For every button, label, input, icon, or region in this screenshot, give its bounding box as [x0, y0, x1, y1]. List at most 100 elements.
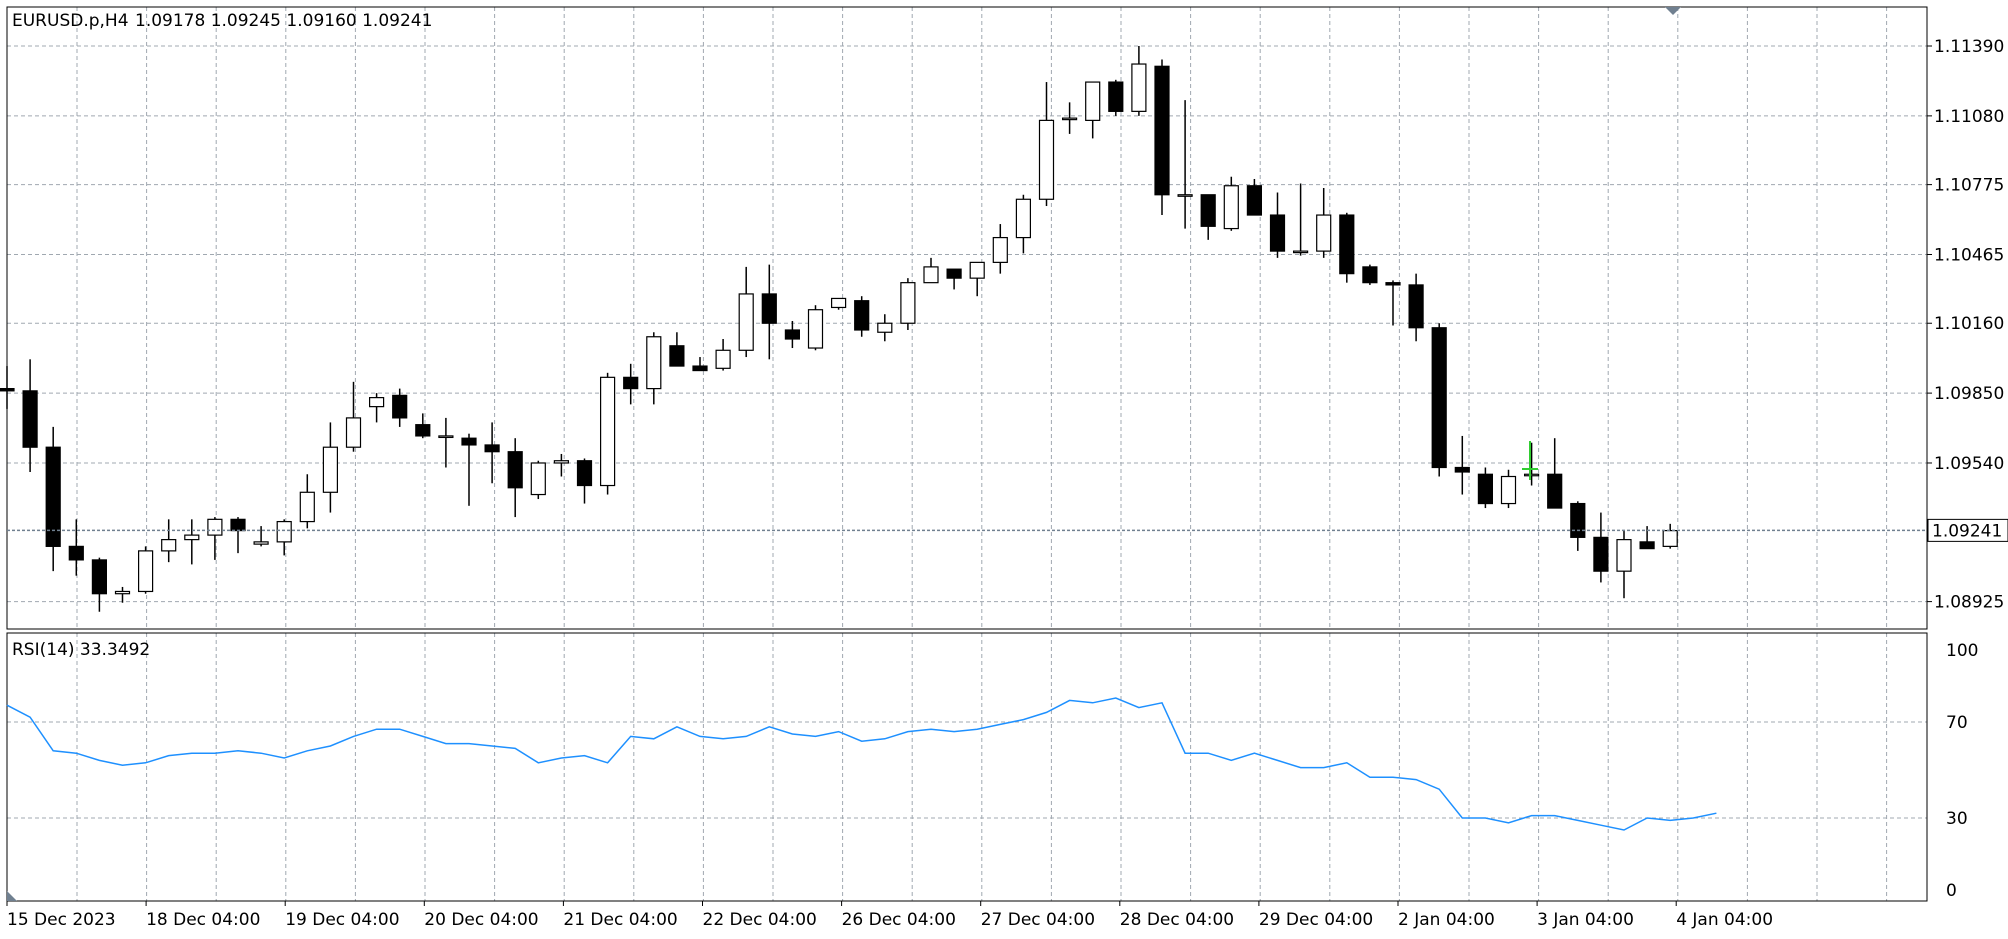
candle	[1223, 176, 1239, 231]
candle	[900, 278, 916, 330]
main-grid	[7, 45, 1927, 603]
main-panel-frame	[6, 6, 1928, 630]
rsi-tick-label: 0	[1946, 881, 1957, 901]
time-tick-label: 3 Jan 04:00	[1537, 910, 1634, 930]
candle-body	[623, 376, 639, 390]
candle-body	[484, 444, 500, 453]
candle	[553, 453, 570, 477]
candle-body	[1015, 198, 1032, 239]
candle-body	[530, 462, 546, 496]
candle	[22, 359, 38, 472]
candle-body	[784, 329, 801, 340]
rsi-tick-label: 70	[1946, 713, 1968, 733]
ohlc-header: 1.09178 1.09245 1.09160 1.09241	[135, 11, 432, 31]
candle-body	[45, 446, 61, 547]
rsi-series	[6, 697, 1717, 831]
candle-body	[900, 282, 916, 324]
candle-body	[1061, 117, 1078, 121]
candle	[345, 381, 362, 452]
candle	[1431, 323, 1447, 477]
candle-body	[68, 545, 84, 561]
rsi-header: RSI(14) 33.3492	[12, 640, 150, 660]
price-tick-label: 1.10775	[1934, 176, 2004, 196]
candle	[992, 224, 1008, 274]
candle	[1523, 442, 1540, 486]
candle-body	[1477, 473, 1494, 505]
candle-body	[1593, 536, 1609, 572]
candle	[1547, 438, 1563, 509]
candle-body	[322, 446, 338, 493]
candle	[484, 422, 500, 484]
price-tick-label: 1.10465	[1934, 245, 2004, 265]
candle	[1362, 264, 1378, 285]
candle-body	[715, 349, 731, 369]
time-axis: 15 Dec 2023 18 Dec 04:00 19 Dec 04:00 20 De…	[6, 901, 1773, 930]
candle-body	[1200, 194, 1216, 227]
candle-body	[761, 293, 777, 324]
candle-body	[1177, 194, 1193, 197]
candle-body	[669, 345, 685, 367]
price-tick-label: 1.10160	[1934, 314, 2004, 334]
candle-body	[392, 394, 408, 419]
candle	[692, 357, 708, 372]
price-axis: 1.11390 1.11080 1.10775 1.10465 1.10160 1.098…	[1927, 37, 2004, 613]
candle-body	[692, 365, 708, 372]
candle	[1616, 530, 1632, 599]
time-tick-label: 27 Dec 04:00	[981, 910, 1095, 930]
candle	[438, 417, 454, 468]
candle-body	[345, 417, 362, 448]
candle	[923, 257, 939, 284]
candle	[0, 366, 15, 409]
candle	[1200, 194, 1216, 240]
current-price-box	[1927, 518, 2008, 542]
candle-body	[1500, 475, 1517, 505]
candle-body	[438, 435, 454, 439]
rsi-tick-label: 100	[1946, 641, 1978, 661]
candle-body	[138, 550, 154, 593]
candle-body	[923, 266, 939, 284]
candle	[715, 339, 731, 371]
candlestick-series	[0, 46, 1678, 612]
candle	[854, 296, 870, 337]
candle	[461, 433, 477, 506]
candle	[784, 320, 801, 349]
candle-body	[646, 336, 662, 390]
chart-shift-marker[interactable]	[1665, 7, 1681, 15]
candle	[276, 519, 292, 556]
price-tick-label: 1.11390	[1934, 37, 2004, 57]
price-tick-label: 1.11080	[1934, 107, 2004, 127]
candle-body	[1154, 65, 1170, 196]
candle-body	[253, 541, 269, 545]
candle-body	[207, 518, 223, 536]
candle	[45, 426, 61, 572]
candle	[1477, 467, 1494, 509]
candle-body	[1547, 473, 1563, 509]
candle-body	[969, 261, 985, 279]
candle-body	[1223, 185, 1239, 230]
candle	[1570, 501, 1586, 551]
candle-body	[1431, 327, 1447, 469]
price-tick-label: 1.08925	[1934, 593, 2004, 613]
candle-body	[877, 322, 893, 333]
candle-body	[1085, 81, 1101, 121]
candle	[1385, 280, 1401, 326]
candle	[646, 332, 662, 405]
time-tick-label: 28 Dec 04:00	[1120, 910, 1234, 930]
candle	[623, 363, 639, 405]
candle	[599, 372, 616, 495]
candle-body	[415, 424, 431, 437]
candle-body	[946, 268, 962, 279]
candle	[807, 305, 824, 351]
candle-body	[1523, 473, 1540, 477]
current-price-label: 1.09241	[1932, 521, 2002, 541]
candle	[138, 546, 154, 594]
candle-body	[0, 388, 15, 392]
candle-body	[1292, 250, 1309, 254]
candle-body	[1038, 119, 1055, 200]
candle-body	[1639, 541, 1655, 550]
price-tick-label: 1.09540	[1934, 454, 2004, 474]
candle	[1500, 469, 1517, 509]
candle-body	[369, 397, 385, 408]
candle	[392, 388, 408, 427]
